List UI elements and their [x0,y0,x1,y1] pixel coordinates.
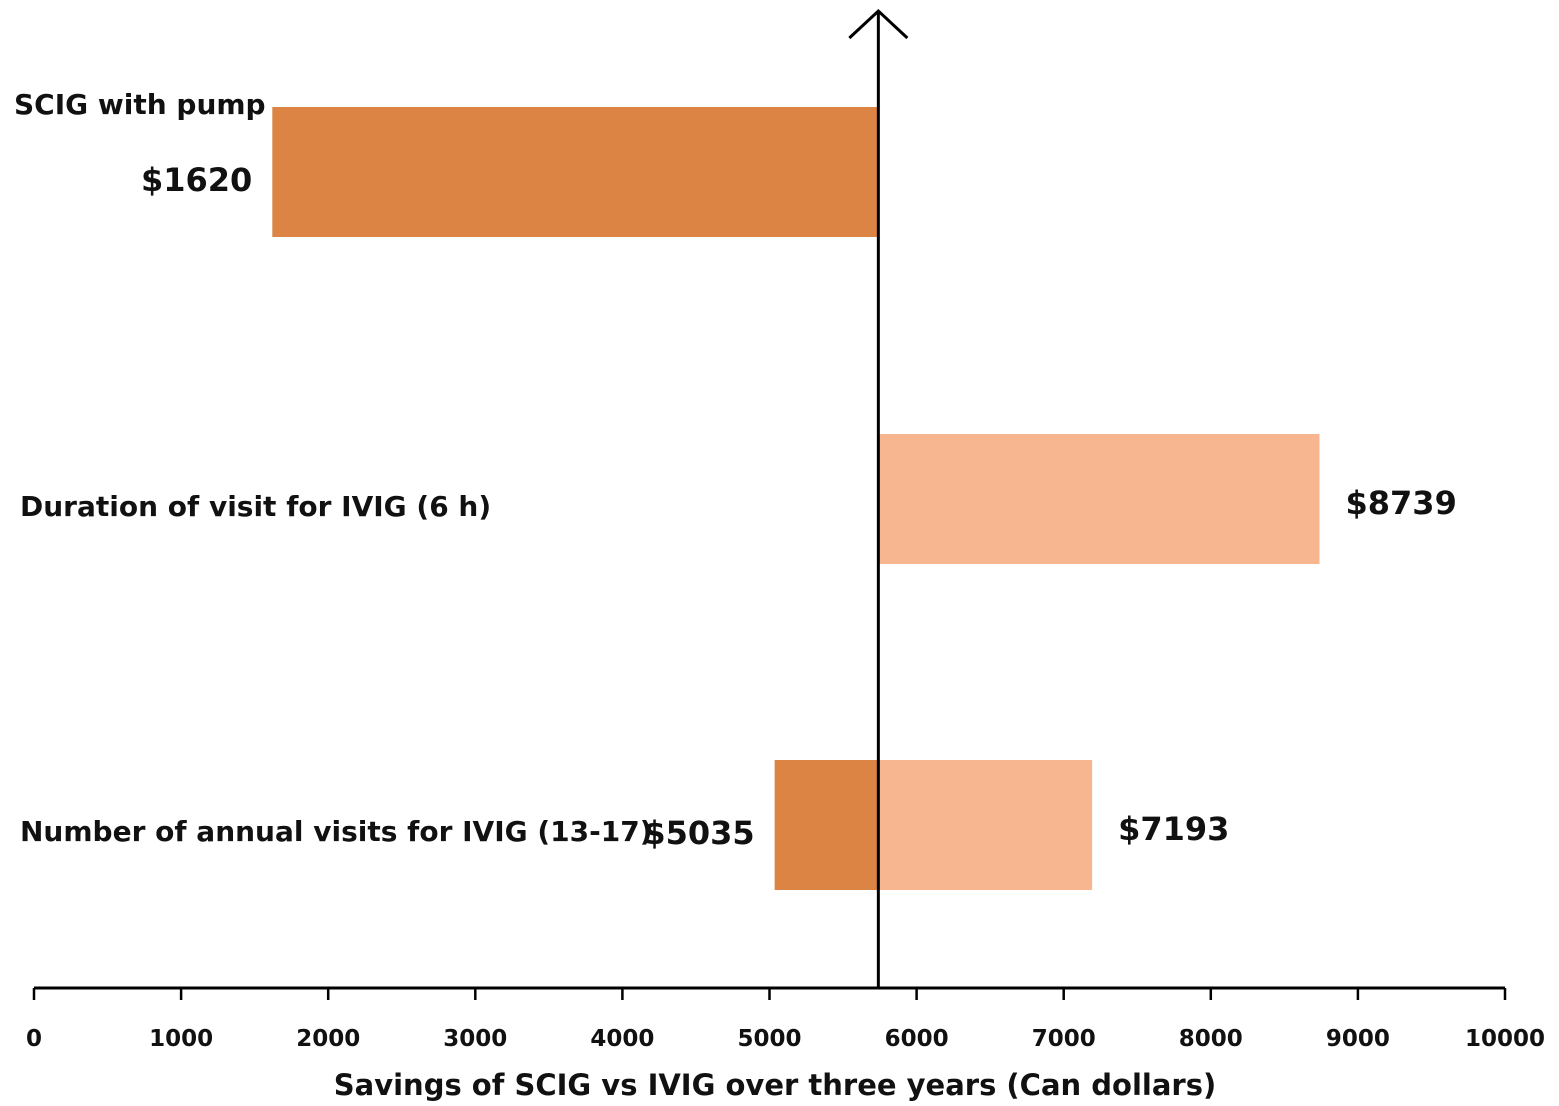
x-tick-label-7: 7000 [1032,1026,1096,1052]
category-label-1: Duration of visit for IVIG (6 h) [20,490,491,523]
x-tick-label-2: 2000 [296,1026,360,1052]
bar-low-0 [272,107,879,237]
x-tick-label-10: 10000 [1465,1026,1545,1052]
x-tick-label-1: 1000 [149,1026,213,1052]
x-axis-tick-labels: 0 1000 2000 3000 4000 5000 6000 7000 8000 9000 100… [26,1026,1545,1052]
value-label-low-0: $1620 [141,161,252,199]
x-axis-ticks [32,988,1507,1000]
x-tick-label-3: 3000 [443,1026,507,1052]
x-tick-label-0: 0 [26,1026,42,1052]
bar-high-1 [878,434,1320,564]
value-label-low-2: $5035 [643,814,754,852]
baseline-arrow-head [848,8,909,40]
category-labels-group: SCIG with pump Duration of visit for IVIG… [14,88,653,848]
bar-high-2 [878,760,1093,890]
bar-low-2 [774,760,879,890]
x-tick-label-5: 5000 [737,1026,801,1052]
x-axis-title: Savings of SCIG vs IVIG over three years… [334,1068,1216,1102]
x-tick-label-4: 4000 [590,1026,654,1052]
value-labels-group: $1620 $8739 $5035 $7193 [141,161,1457,852]
x-tick-label-6: 6000 [885,1026,949,1052]
category-label-2: Number of annual visits for IVIG (13-17) [20,815,653,848]
x-tick-label-9: 9000 [1326,1026,1390,1052]
value-label-high-2: $7193 [1118,810,1229,848]
category-label-0: SCIG with pump [14,88,266,121]
x-tick-label-8: 8000 [1179,1026,1243,1052]
bars-group [272,107,1320,890]
value-label-high-1: $8739 [1346,484,1457,522]
